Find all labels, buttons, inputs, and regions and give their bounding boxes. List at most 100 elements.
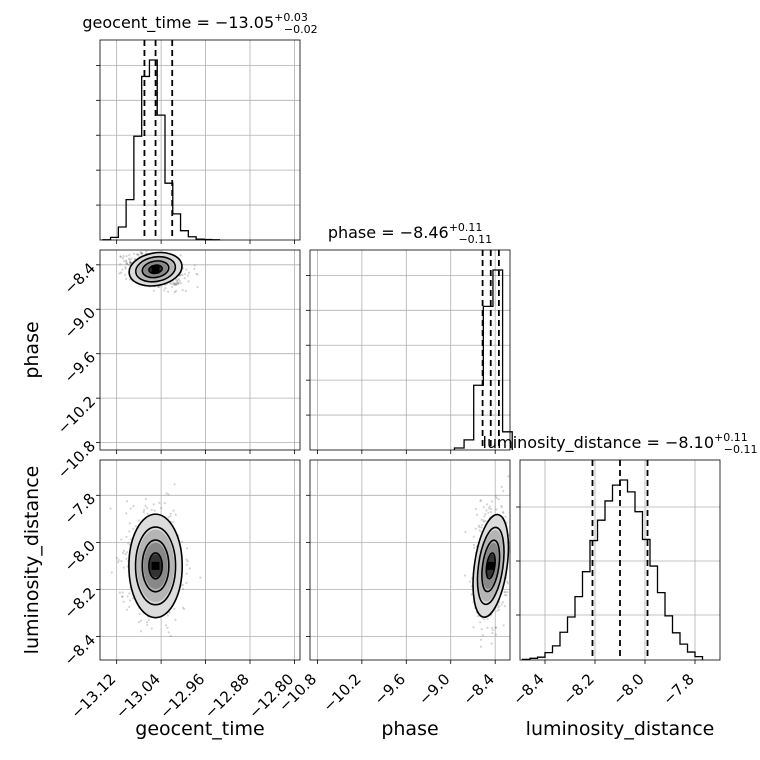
sample-point — [494, 494, 497, 497]
sample-point — [487, 511, 490, 514]
sample-point — [131, 597, 135, 600]
x-tick-label: −8.2 — [559, 670, 597, 708]
sample-point — [167, 516, 170, 519]
title-plus: +0.11 — [449, 221, 483, 234]
sample-point — [128, 257, 131, 260]
sample-point — [118, 591, 121, 594]
sample-point — [484, 519, 487, 523]
sample-point — [179, 282, 182, 285]
sample-point — [481, 523, 484, 527]
sample-point — [185, 558, 188, 561]
title-minus: −0.11 — [458, 233, 492, 246]
sample-point — [169, 515, 172, 518]
sample-point — [482, 506, 485, 509]
sample-point — [129, 507, 132, 510]
sample-point — [490, 510, 493, 514]
sample-point — [196, 273, 199, 276]
sample-point — [503, 590, 506, 594]
sample-point — [125, 500, 129, 503]
sample-point — [477, 524, 480, 527]
sample-point — [152, 289, 155, 292]
panel-frame — [309, 249, 511, 451]
sample-point — [485, 509, 488, 512]
x-tick-label: −10.2 — [319, 670, 364, 715]
sample-point — [183, 607, 186, 610]
sample-point — [497, 606, 500, 609]
sample-point — [129, 262, 132, 265]
sample-point — [179, 273, 182, 277]
sample-point — [125, 557, 128, 560]
sample-point — [474, 527, 477, 531]
sample-point — [137, 621, 141, 624]
sample-point — [503, 593, 507, 597]
x-axis-label-luminosity_distance: luminosity_distance — [526, 718, 715, 740]
sample-point — [136, 253, 139, 256]
sample-point — [185, 581, 188, 585]
sample-point — [483, 618, 486, 621]
sample-point — [144, 497, 147, 500]
density-peak — [151, 561, 160, 570]
hist-panel-luminosity_distance: luminosity_distance = −8.10+0.11 −0.11 — [483, 431, 757, 664]
sample-point — [184, 289, 187, 292]
sample-point — [487, 507, 490, 510]
sample-point — [130, 257, 133, 260]
contour-line — [472, 513, 510, 618]
sample-point — [472, 535, 475, 538]
sample-point — [177, 282, 180, 285]
y-axis-label-luminosity_distance: luminosity_distance — [21, 466, 43, 655]
sample-point — [119, 255, 122, 258]
sample-point — [183, 277, 186, 280]
sample-point — [502, 624, 505, 627]
sample-point — [157, 285, 160, 288]
y-tick-label: −8.4 — [61, 259, 99, 297]
sample-point — [497, 498, 500, 501]
sample-point — [479, 500, 482, 503]
sample-point — [142, 510, 145, 514]
sample-point — [506, 582, 509, 585]
sample-point — [174, 290, 178, 293]
sample-point — [124, 553, 127, 556]
sample-point — [186, 274, 189, 277]
sample-point — [174, 282, 177, 286]
sample-point — [125, 551, 129, 554]
sample-point — [119, 271, 123, 274]
sample-point — [472, 543, 475, 547]
sample-point — [486, 626, 489, 630]
title-value: −8.46 — [400, 223, 449, 242]
sample-point — [502, 511, 505, 514]
sample-point — [173, 282, 176, 285]
sample-point — [122, 566, 125, 569]
sample-point — [484, 512, 487, 516]
y-tick-label: −8.0 — [61, 537, 99, 575]
x-tick-label: −12.88 — [201, 670, 253, 722]
y-tick-label: −8.2 — [61, 584, 99, 622]
sample-point — [136, 253, 139, 256]
sample-point — [186, 560, 189, 563]
y-tick-label: −10.2 — [54, 392, 99, 437]
sample-point — [485, 503, 489, 506]
sample-point — [480, 526, 483, 529]
sample-point — [199, 576, 202, 579]
sample-point — [500, 485, 503, 488]
sample-point — [147, 618, 150, 622]
sample-point — [174, 618, 177, 622]
sample-point — [176, 278, 179, 281]
sample-point — [146, 623, 149, 626]
sample-point — [468, 580, 472, 583]
sample-point — [491, 628, 494, 632]
sample-point — [195, 272, 198, 275]
sample-point — [500, 506, 503, 509]
sample-point — [179, 254, 182, 257]
sample-point — [167, 493, 170, 496]
panel-title-geocent_time: geocent_time = −13.05+0.03 −0.02 — [82, 11, 317, 36]
x-tick-label: −8.0 — [609, 670, 647, 708]
sample-point — [501, 601, 505, 604]
sample-point — [125, 261, 128, 265]
sample-point — [119, 263, 122, 266]
sample-point — [172, 509, 175, 512]
sample-point — [117, 561, 120, 564]
sample-point — [174, 282, 177, 286]
sample-point — [491, 626, 494, 630]
sample-point — [140, 619, 143, 622]
